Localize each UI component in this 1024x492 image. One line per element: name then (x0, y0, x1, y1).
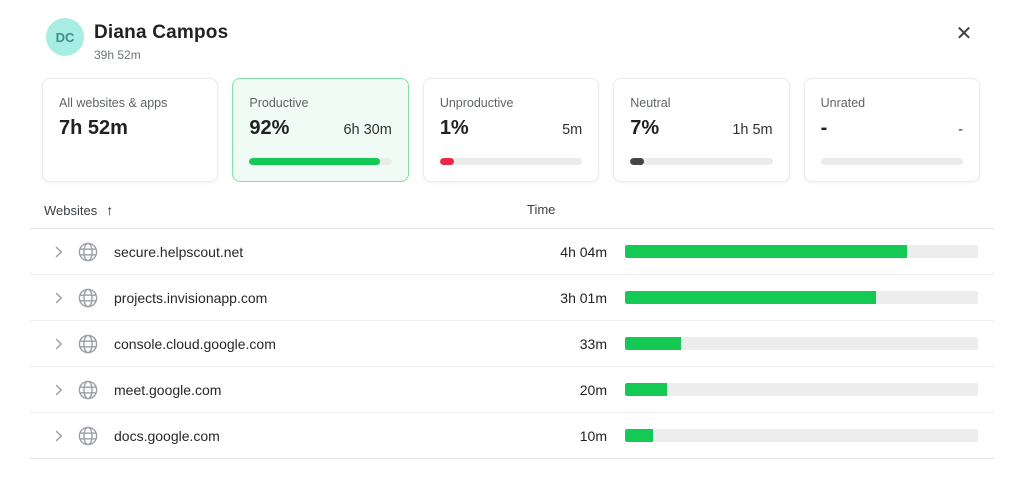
websites-column-label: Websites (44, 202, 98, 218)
card-label: Unproductive (439, 96, 514, 110)
globe-icon (77, 333, 99, 355)
website-time-bar-fill (625, 337, 682, 350)
card-value: 7% (630, 117, 660, 139)
unproductive-progress-bar (439, 158, 583, 165)
table-header: Websites ↑ Time (30, 196, 994, 229)
chevron-right-icon[interactable] (55, 292, 65, 304)
chevron-right-icon[interactable] (55, 246, 65, 258)
chevron-right-icon[interactable] (55, 430, 65, 442)
table-row[interactable]: console.cloud.google.com 33m (30, 321, 994, 367)
table-row[interactable]: secure.helpscout.net 4h 04m (30, 229, 994, 275)
card-label: Productive (249, 96, 309, 110)
website-time: 4h 04m (560, 243, 607, 260)
website-time: 20m (579, 381, 607, 398)
neutral-progress-bar (630, 158, 773, 165)
website-time-bar-fill (625, 383, 668, 396)
card-neutral[interactable]: Neutral 7% 1h 5m (613, 78, 790, 182)
card-all-websites[interactable]: All websites & apps 7h 52m (42, 78, 219, 182)
card-value: - (820, 117, 828, 139)
website-time-bar-fill (625, 429, 654, 442)
website-time-bar (625, 337, 978, 350)
website-time-bar (625, 383, 978, 396)
avatar: DC (46, 18, 84, 56)
website-domain: projects.invisionapp.com (114, 289, 268, 306)
card-unrated[interactable]: Unrated - - (803, 78, 981, 182)
websites-table: Websites ↑ Time secure.helpscout.net 4h … (30, 196, 994, 459)
website-time: 33m (579, 335, 607, 352)
progress-fill (439, 158, 455, 165)
card-time: 6h 30m (343, 122, 392, 138)
column-header-time: Time (527, 202, 556, 217)
chevron-right-icon[interactable] (55, 384, 65, 396)
globe-icon (77, 287, 99, 309)
website-time-bar (625, 291, 978, 304)
website-time: 3h 01m (560, 289, 607, 306)
card-time: 1h 5m (732, 122, 773, 138)
card-value: 92% (249, 117, 290, 139)
column-header-websites[interactable]: Websites ↑ (44, 202, 113, 218)
website-time-bar-fill (625, 291, 876, 304)
rating-summary-cards: All websites & apps 7h 52m Productive 92… (42, 78, 981, 182)
user-total-time: 39h 52m (94, 48, 141, 62)
globe-icon (77, 425, 99, 447)
card-label: Neutral (630, 96, 671, 110)
card-time: 5m (562, 122, 583, 138)
website-domain: secure.helpscout.net (114, 243, 244, 260)
table-row[interactable]: projects.invisionapp.com 3h 01m (30, 275, 994, 321)
website-time-bar (625, 429, 978, 442)
user-summary-header: DC Diana Campos 39h 52m ✕ (0, 0, 1024, 72)
productive-progress-bar (249, 158, 392, 165)
website-domain: meet.google.com (114, 381, 222, 398)
globe-icon (77, 241, 99, 263)
website-time: 10m (579, 427, 607, 444)
website-time-bar-fill (625, 245, 908, 258)
user-name: Diana Campos (94, 22, 229, 43)
card-label: All websites & apps (59, 96, 168, 110)
unrated-progress-bar (820, 158, 964, 165)
card-unproductive[interactable]: Unproductive 1% 5m (422, 78, 600, 182)
table-row[interactable]: docs.google.com 10m (30, 413, 994, 459)
card-time: - (958, 122, 964, 138)
website-time-bar (625, 245, 978, 258)
website-domain: console.cloud.google.com (114, 335, 276, 352)
card-value: 1% (439, 117, 469, 139)
table-row[interactable]: meet.google.com 20m (30, 367, 994, 413)
sort-ascending-icon[interactable]: ↑ (106, 202, 114, 218)
card-productive[interactable]: Productive 92% 6h 30m (232, 78, 409, 182)
card-value: 7h 52m (59, 117, 128, 139)
close-icon[interactable]: ✕ (950, 20, 978, 48)
globe-icon (77, 379, 99, 401)
progress-fill (249, 158, 381, 165)
card-label: Unrated (820, 96, 866, 110)
website-domain: docs.google.com (114, 427, 220, 444)
chevron-right-icon[interactable] (55, 338, 65, 350)
progress-fill (630, 158, 645, 165)
